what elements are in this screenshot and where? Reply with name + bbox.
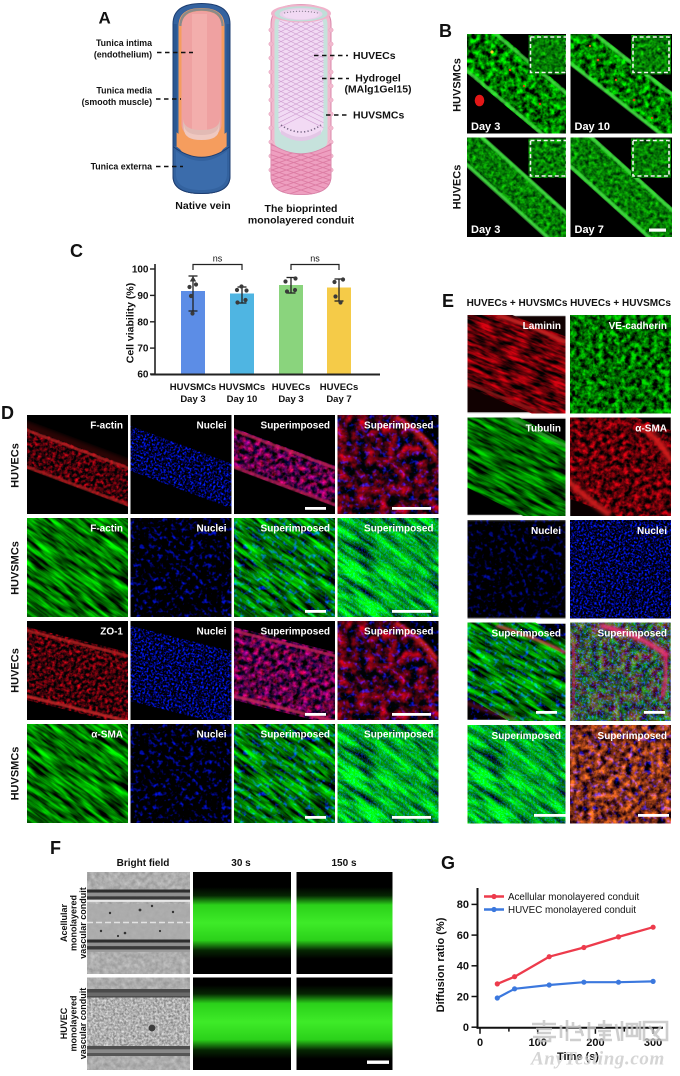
- svg-text:G: G: [441, 853, 455, 873]
- svg-text:C: C: [70, 241, 83, 261]
- svg-text:ZO-1: ZO-1: [100, 627, 123, 638]
- svg-text:Nuclei: Nuclei: [196, 421, 226, 432]
- svg-text:α-SMA: α-SMA: [91, 730, 123, 741]
- svg-text:Day 3: Day 3: [278, 394, 303, 405]
- svg-text:Superimposed: Superimposed: [261, 421, 330, 432]
- svg-text:70: 70: [137, 344, 149, 355]
- svg-text:Superimposed: Superimposed: [492, 629, 561, 640]
- svg-text:HUVECs: HUVECs: [272, 382, 311, 393]
- svg-text:Nuclei: Nuclei: [531, 526, 561, 537]
- svg-text:40: 40: [457, 961, 469, 973]
- svg-text:monolayered: monolayered: [69, 995, 79, 1051]
- svg-text:HUVECs + HUVSMCs: HUVECs + HUVSMCs: [467, 298, 568, 309]
- svg-text:Acellular monolayered conduit: Acellular monolayered conduit: [508, 892, 640, 903]
- svg-text:30 s: 30 s: [231, 858, 251, 869]
- svg-text:Tunica externa: Tunica externa: [91, 162, 153, 172]
- svg-text:HUVSMCs: HUVSMCs: [219, 382, 265, 393]
- svg-text:Hydrogel: Hydrogel: [355, 73, 401, 85]
- svg-text:Day 3: Day 3: [471, 121, 500, 133]
- svg-text:vascular conduit: vascular conduit: [78, 887, 88, 959]
- svg-text:Day 10: Day 10: [575, 121, 610, 133]
- svg-text:Superimposed: Superimposed: [492, 731, 561, 742]
- svg-text:vascular conduit: vascular conduit: [78, 988, 88, 1060]
- svg-text:Nuclei: Nuclei: [637, 526, 667, 537]
- svg-text:80: 80: [137, 317, 149, 328]
- svg-text:D: D: [1, 403, 14, 423]
- svg-text:Nuclei: Nuclei: [196, 627, 226, 638]
- svg-text:(endothelium): (endothelium): [94, 50, 152, 60]
- svg-text:Diffusion ratio (%): Diffusion ratio (%): [435, 917, 447, 1012]
- svg-text:80: 80: [457, 899, 469, 911]
- svg-text:VE-cadherin: VE-cadherin: [609, 321, 667, 332]
- svg-text:Superimposed: Superimposed: [598, 731, 667, 742]
- svg-text:Superimposed: Superimposed: [364, 524, 433, 535]
- svg-text:Day 7: Day 7: [326, 394, 351, 405]
- svg-text:HUVSMCs: HUVSMCs: [170, 382, 216, 393]
- svg-text:AnyTesting.com: AnyTesting.com: [530, 1049, 665, 1070]
- svg-text:F-actin: F-actin: [90, 421, 123, 432]
- svg-text:(smooth muscle): (smooth muscle): [82, 97, 152, 107]
- svg-text:monolayered: monolayered: [69, 895, 79, 951]
- svg-text:A: A: [99, 9, 111, 28]
- svg-text:90: 90: [137, 291, 149, 302]
- svg-text:Superimposed: Superimposed: [598, 629, 667, 640]
- svg-text:HUVEC monolayered conduit: HUVEC monolayered conduit: [508, 905, 636, 916]
- svg-text:100: 100: [132, 265, 149, 276]
- svg-text:Day 3: Day 3: [471, 224, 500, 236]
- svg-text:Laminin: Laminin: [523, 321, 561, 332]
- svg-text:Superimposed: Superimposed: [364, 730, 433, 741]
- svg-text:Nuclei: Nuclei: [196, 730, 226, 741]
- svg-text:HUVECs: HUVECs: [452, 165, 464, 210]
- svg-text:Superimposed: Superimposed: [261, 627, 330, 638]
- svg-text:HUVSMCs: HUVSMCs: [353, 110, 405, 122]
- svg-text:0: 0: [477, 1037, 483, 1049]
- svg-text:ns: ns: [310, 254, 320, 264]
- svg-text:F: F: [50, 838, 61, 858]
- svg-text:Day 3: Day 3: [180, 394, 205, 405]
- svg-text:B: B: [439, 21, 452, 41]
- svg-text:Superimposed: Superimposed: [261, 524, 330, 535]
- svg-text:Tunica media: Tunica media: [96, 86, 152, 96]
- svg-text:HUVECs: HUVECs: [10, 648, 22, 693]
- svg-text:Day 10: Day 10: [227, 394, 258, 405]
- svg-text:monolayered conduit: monolayered conduit: [248, 215, 355, 227]
- svg-text:HUVECs: HUVECs: [320, 382, 359, 393]
- svg-text:Tubulin: Tubulin: [526, 424, 561, 435]
- svg-text:Bright field: Bright field: [117, 858, 170, 869]
- svg-text:F-actin: F-actin: [90, 524, 123, 535]
- svg-text:Time (s): Time (s): [557, 1051, 599, 1063]
- svg-text:HUVSMCs: HUVSMCs: [10, 541, 22, 595]
- svg-text:Superimposed: Superimposed: [364, 421, 433, 432]
- svg-text:HUVECs + HUVSMCs: HUVECs + HUVSMCs: [570, 298, 671, 309]
- svg-text:Nuclei: Nuclei: [196, 524, 226, 535]
- svg-text:Tunica intima: Tunica intima: [96, 38, 152, 48]
- svg-text:α-SMA: α-SMA: [635, 424, 667, 435]
- svg-text:Acellular: Acellular: [59, 904, 69, 943]
- svg-text:60: 60: [457, 930, 469, 942]
- svg-text:Superimposed: Superimposed: [261, 730, 330, 741]
- svg-text:HUVECs: HUVECs: [10, 443, 22, 488]
- svg-text:The bioprinted: The bioprinted: [265, 203, 338, 215]
- svg-text:Superimposed: Superimposed: [364, 627, 433, 638]
- svg-text:HUVSMCs: HUVSMCs: [10, 747, 22, 801]
- svg-text:HUVSMCs: HUVSMCs: [452, 58, 464, 112]
- svg-text:150 s: 150 s: [331, 858, 356, 869]
- svg-text:ns: ns: [213, 254, 223, 264]
- svg-text:Cell viability (%): Cell viability (%): [125, 283, 137, 364]
- svg-text:60: 60: [137, 370, 149, 381]
- svg-text:(MAlg1Gel15): (MAlg1Gel15): [344, 84, 411, 96]
- svg-text:Day 7: Day 7: [575, 224, 604, 236]
- svg-text:HUVECs: HUVECs: [353, 50, 396, 62]
- svg-text:E: E: [442, 291, 454, 311]
- svg-text:20: 20: [457, 991, 469, 1003]
- svg-text:HUVEC: HUVEC: [59, 1007, 69, 1039]
- svg-text:0: 0: [463, 1022, 469, 1034]
- svg-text:Native vein: Native vein: [175, 200, 230, 212]
